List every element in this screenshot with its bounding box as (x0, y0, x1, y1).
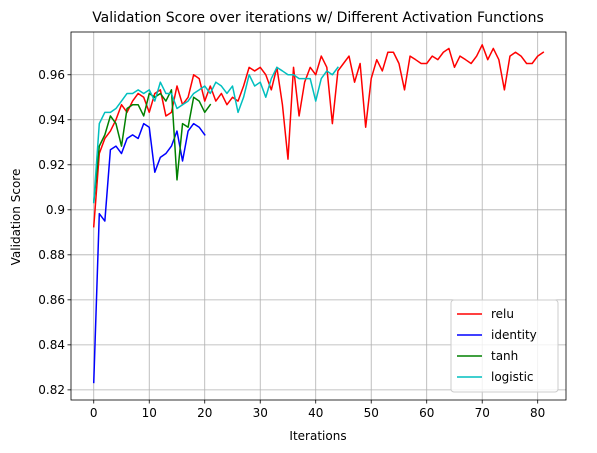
x-tick-label: 70 (475, 406, 490, 420)
x-tick-label: 50 (364, 406, 379, 420)
legend-label-identity: identity (491, 328, 537, 342)
x-tick-label: 10 (142, 406, 157, 420)
x-tick-label: 40 (308, 406, 323, 420)
x-tick-label: 0 (90, 406, 98, 420)
series-line-relu (92, 44, 545, 228)
plot-frame (70, 31, 567, 401)
legend-label-logistic: logistic (491, 370, 534, 384)
chart-title: Validation Score over iterations w/ Diff… (92, 10, 544, 26)
y-tick-label: 0.9 (46, 203, 65, 217)
series-line-logistic (92, 66, 339, 204)
y-tick-label: 0.96 (38, 68, 65, 82)
legend-box (450, 299, 559, 393)
series-line-identity (92, 122, 206, 384)
legend-label-tanh: tanh (491, 349, 518, 363)
y-tick-label: 0.82 (38, 383, 65, 397)
x-tick-label: 80 (530, 406, 545, 420)
y-tick-label: 0.94 (38, 113, 65, 127)
x-tick-label: 20 (197, 406, 212, 420)
legend-label-relu: relu (491, 307, 514, 321)
axis-ticks: 0 10 20 30 40 50 60 70 80 0.82 0.84 0.86 0.88 0.9 0.92… (38, 68, 545, 420)
legend: relu identity tanh logistic (450, 299, 559, 393)
y-tick-label: 0.92 (38, 158, 65, 172)
y-tick-label: 0.88 (38, 248, 65, 262)
series-lines (92, 44, 545, 384)
y-tick-label: 0.86 (38, 293, 65, 307)
x-tick-label: 30 (253, 406, 268, 420)
x-axis-title: Iterations (289, 429, 346, 443)
y-tick-label: 0.84 (38, 338, 65, 352)
x-tick-label: 60 (419, 406, 434, 420)
y-axis-title: Validation Score (9, 169, 23, 266)
